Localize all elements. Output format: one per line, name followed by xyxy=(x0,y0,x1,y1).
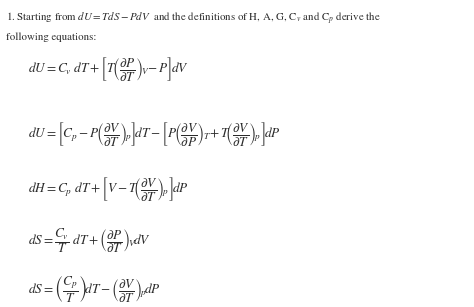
Text: 1. Starting from $\mathit{dU} = \mathit{TdS} - \mathit{PdV}$  and the definition: 1. Starting from $\mathit{dU} = \mathit{… xyxy=(6,11,381,27)
Text: $\mathit{dU} = \left[C_p - P\!\left(\dfrac{\partial V}{\partial T}\right)_{\!p}\: $\mathit{dU} = \left[C_p - P\!\left(\dfr… xyxy=(28,119,282,148)
Text: $\mathit{dU} = C_v\ \mathit{dT} + \left[T\!\left(\dfrac{\partial P}{\partial T}\: $\mathit{dU} = C_v\ \mathit{dT} + \left[… xyxy=(28,55,189,83)
Text: $\mathit{dS} = \dfrac{C_v}{T}\ \mathit{dT} + \left(\dfrac{\partial P}{\partial T: $\mathit{dS} = \dfrac{C_v}{T}\ \mathit{d… xyxy=(28,227,151,255)
Text: $\mathit{dH} = C_p\ \mathit{dT} + \left[V - T\!\left(\dfrac{\partial V}{\partial: $\mathit{dH} = C_p\ \mathit{dT} + \left[… xyxy=(28,175,190,203)
Text: following equations:: following equations: xyxy=(6,32,97,42)
Text: $\mathit{dS} = \left(\dfrac{C_p}{T}\right)\!\mathit{dT} - \left(\dfrac{\partial : $\mathit{dS} = \left(\dfrac{C_p}{T}\righ… xyxy=(28,275,162,305)
